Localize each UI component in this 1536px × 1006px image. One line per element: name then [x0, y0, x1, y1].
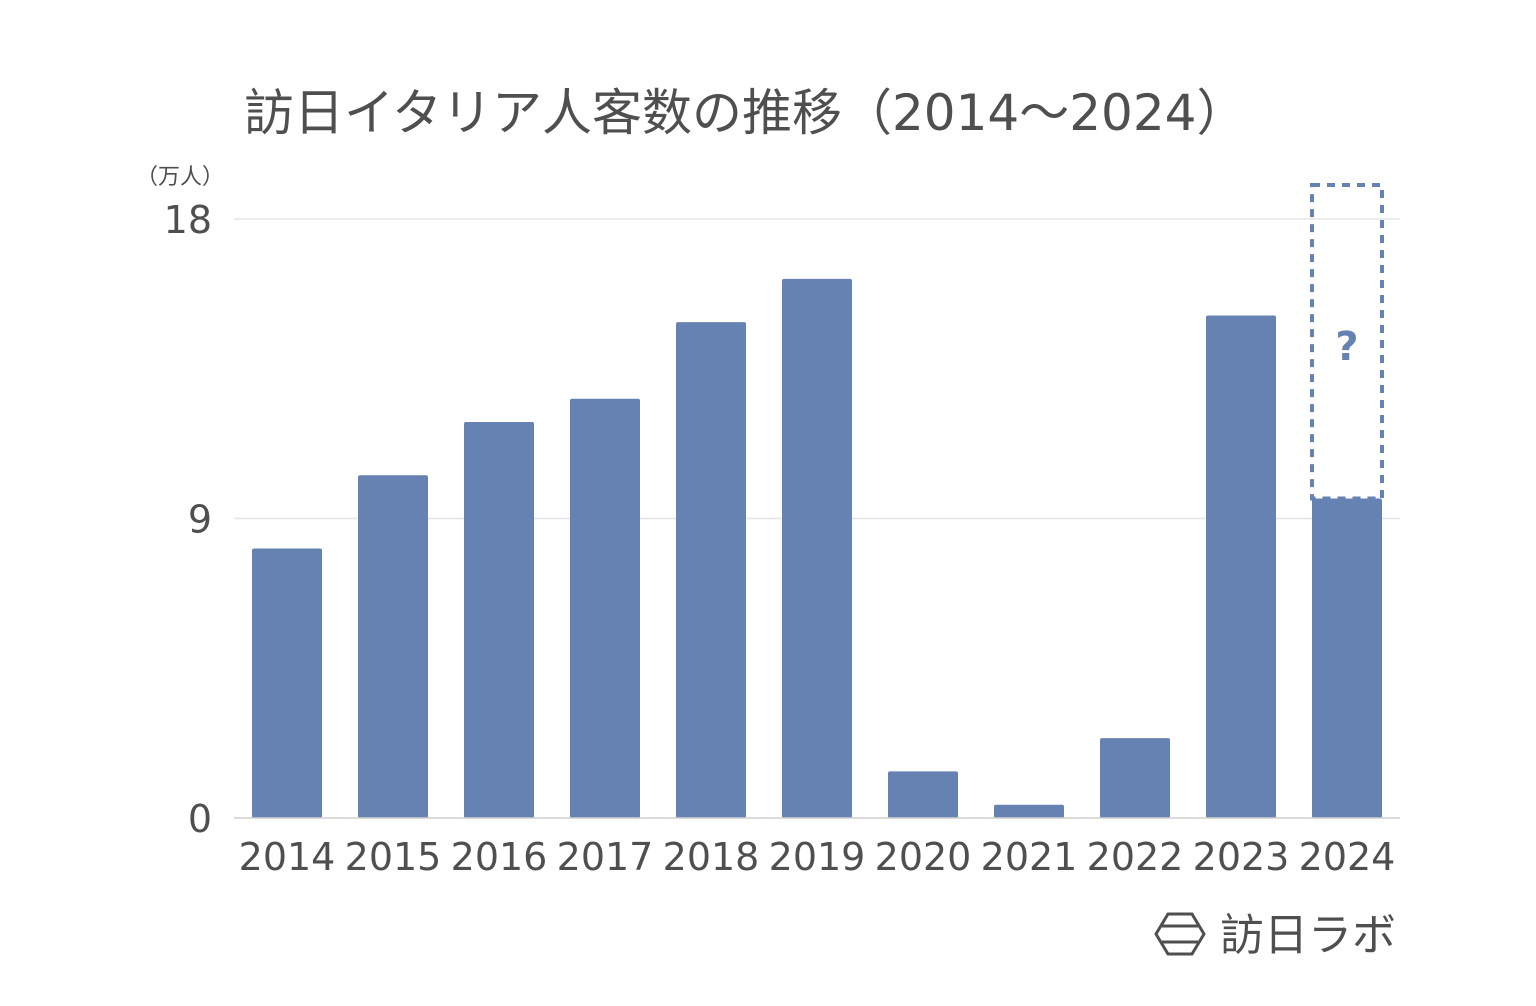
x-tick-label: 2018 [663, 835, 760, 879]
bar-2024 [1312, 498, 1382, 818]
bar-2015 [358, 475, 428, 818]
bar-2018 [676, 322, 746, 818]
x-tick-label: 2019 [769, 835, 866, 879]
x-tick-label: 2014 [239, 835, 336, 879]
bar-2019 [782, 278, 852, 818]
bar-2017 [570, 398, 640, 818]
bar-2016 [464, 421, 534, 818]
y-tick-label: 0 [188, 797, 212, 841]
bar-2014 [252, 548, 322, 818]
x-tick-label: 2016 [451, 835, 548, 879]
x-tick-label: 2020 [875, 835, 972, 879]
annotation-group: ? [1310, 183, 1384, 501]
chart-title: 訪日イタリア人客数の推移（2014〜2024） [244, 84, 1247, 142]
forecast-question-mark: ? [1335, 324, 1358, 370]
x-tick-label: 2024 [1299, 835, 1396, 879]
x-axis-ticks: 2014 2015 2016 2017 2018 2019 2020 2021 2022 2023… [239, 835, 1396, 879]
hexagon-logo-icon [1154, 912, 1206, 956]
bar-2022 [1100, 738, 1170, 818]
brand-logo: 訪日ラボ [1154, 910, 1396, 961]
y-axis-unit-label: （万人） [136, 165, 224, 190]
y-axis-ticks: 0 9 18 [164, 198, 212, 841]
x-tick-label: 2021 [981, 835, 1078, 879]
bar-2021 [994, 804, 1064, 818]
bars [252, 278, 1382, 818]
forecast-dashed-box [1310, 183, 1384, 501]
brand-name: 訪日ラボ [1220, 910, 1396, 961]
y-tick-label: 9 [188, 498, 212, 542]
x-tick-label: 2015 [345, 835, 442, 879]
y-tick-label: 18 [164, 198, 212, 242]
bar-2023 [1206, 315, 1276, 818]
bar-2020 [888, 771, 958, 818]
x-tick-label: 2017 [557, 835, 654, 879]
x-tick-label: 2022 [1087, 835, 1184, 879]
x-tick-label: 2023 [1193, 835, 1290, 879]
